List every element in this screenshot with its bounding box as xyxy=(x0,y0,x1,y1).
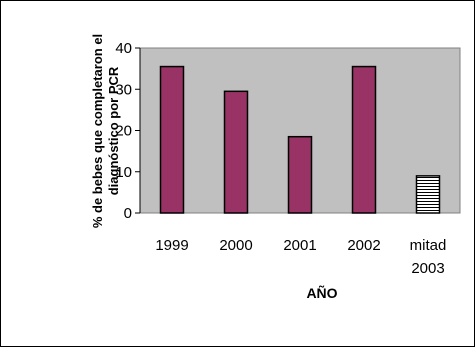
x-tick-label: 2002 xyxy=(347,237,380,254)
y-tick-label: 0 xyxy=(124,205,132,222)
y-axis-label-line-1: % de bebes que completaron el xyxy=(90,34,105,228)
x-tick-label: 1999 xyxy=(155,237,188,254)
x-axis-label: AÑO xyxy=(306,284,337,301)
bar-1999 xyxy=(159,65,185,214)
y-axis-label: % de bebes que completaron el diagnóstic… xyxy=(90,34,121,228)
y-tick-label: 20 xyxy=(115,123,132,140)
x-ticks: 1999 2000 2001 2002 mitad 2003 xyxy=(155,237,446,277)
x-tick-label: 2000 xyxy=(219,237,252,254)
bar-2001 xyxy=(287,135,313,214)
x-tick-label: 2001 xyxy=(283,237,316,254)
x-tick-label: mitad xyxy=(410,237,447,254)
bar-mitad-2003 xyxy=(415,175,441,214)
y-tick-label: 40 xyxy=(115,40,132,57)
y-axis-label-line-2: diagnóstico por PCR xyxy=(106,66,121,195)
y-ticks: 0 10 20 30 40 xyxy=(115,40,140,222)
y-tick-label: 10 xyxy=(115,164,132,181)
bars xyxy=(159,65,441,214)
bar-2002 xyxy=(351,65,377,214)
x-tick-label: 2003 xyxy=(411,260,444,277)
y-tick-label: 30 xyxy=(115,81,132,98)
bar-2000 xyxy=(223,90,249,214)
